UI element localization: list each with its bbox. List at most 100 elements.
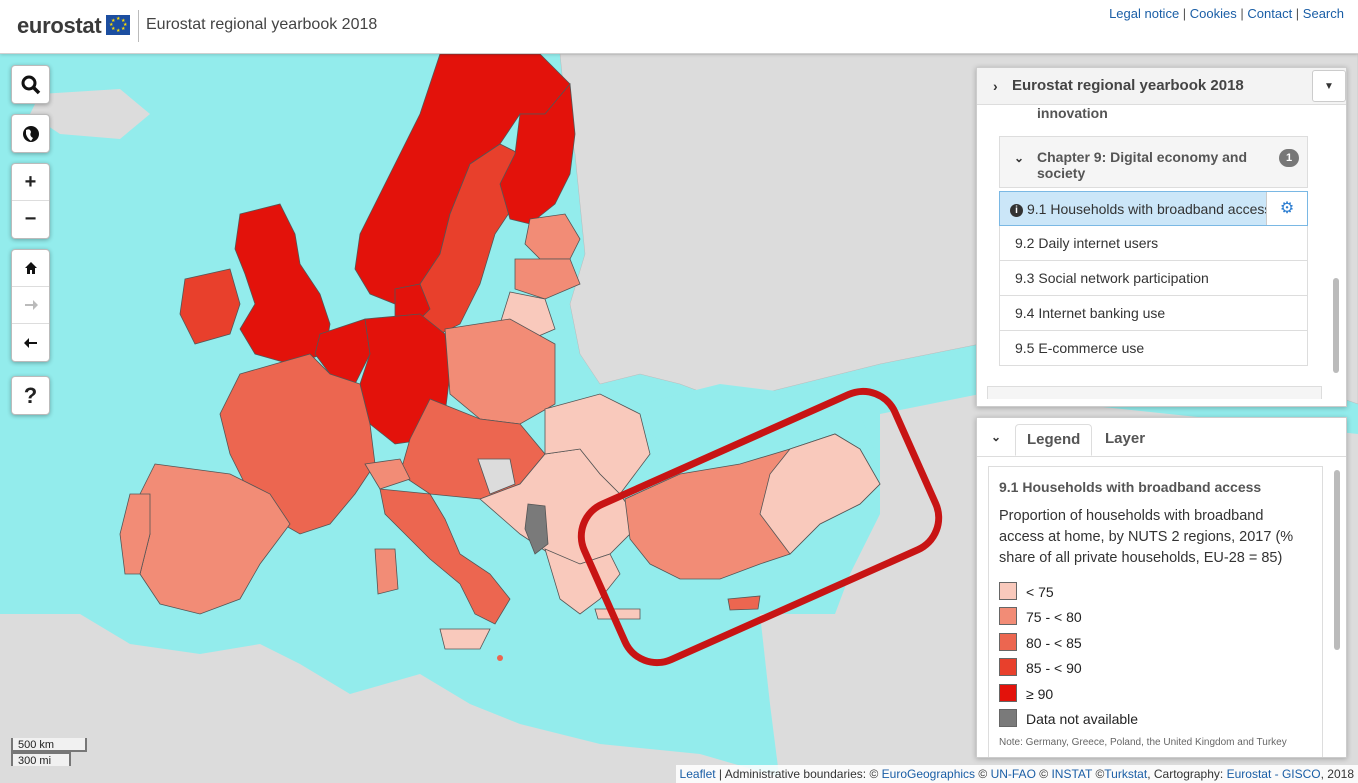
legend-swatch — [999, 658, 1017, 676]
chevron-down-icon: ⌄ — [1014, 151, 1025, 165]
legend-label: 75 - < 80 — [1026, 609, 1082, 625]
legend-swatch — [999, 607, 1017, 625]
chapter-title: Chapter 9: Digital economy and society — [1037, 149, 1248, 181]
greece-region — [544, 548, 621, 615]
tab-legend[interactable]: Legend — [1015, 424, 1093, 456]
legend-note: Note: Germany, Greece, Poland, the Unite… — [999, 737, 1287, 748]
help-control[interactable]: ? — [11, 376, 50, 415]
turkey-east-region — [759, 433, 881, 555]
zoom-control[interactable]: + − — [11, 163, 50, 239]
finland-region — [499, 83, 576, 225]
baltic-latvia — [514, 258, 581, 300]
legend-class-3: 80 - < 85 — [999, 633, 1082, 651]
indicator-item-9-1[interactable]: i 9.1 Households with broadband access ⚙ — [999, 191, 1308, 226]
panel-header[interactable]: › Eurostat regional yearbook 2018 ▼ — [977, 68, 1346, 105]
home-icon[interactable] — [12, 250, 49, 287]
panel-scrollbar[interactable] — [1333, 278, 1339, 373]
legend-label: 80 - < 85 — [1026, 635, 1082, 651]
indicator-item-9-3[interactable]: 9.3 Social network participation — [999, 261, 1308, 296]
ireland-region — [179, 268, 241, 345]
middle-east-land — [760, 614, 900, 783]
legend-class-5: ≥ 90 — [999, 684, 1053, 702]
info-icon[interactable]: i — [1010, 204, 1023, 217]
indicator-item-9-2[interactable]: 9.2 Daily internet users — [999, 226, 1308, 261]
contact-link[interactable]: Contact — [1247, 6, 1293, 21]
caret-down-icon: ▼ — [1324, 80, 1334, 92]
app-title: Eurostat regional yearbook 2018 — [146, 16, 378, 33]
help-button[interactable]: ? — [23, 382, 38, 408]
portugal-region — [119, 493, 151, 575]
chapter-badge: 1 — [1279, 149, 1299, 167]
instat-link[interactable]: INSTAT — [1051, 767, 1093, 781]
iceland-land — [30, 89, 150, 139]
next-chapter-box — [987, 386, 1322, 399]
sicily-region — [439, 628, 491, 650]
legend-label: < 75 — [1026, 584, 1054, 600]
panel-title: Eurostat regional yearbook 2018 — [1012, 77, 1244, 94]
indicator-list: i 9.1 Households with broadband access ⚙ … — [999, 191, 1308, 366]
legend-tabs: ⌄ Legend Layer — [977, 418, 1346, 457]
legend-scrollbar[interactable] — [1334, 470, 1340, 650]
header-divider — [138, 10, 139, 42]
copy-3: © — [1095, 767, 1105, 781]
dropdown-button[interactable]: ▼ — [1312, 70, 1346, 102]
leaflet-link[interactable]: Leaflet — [679, 767, 716, 781]
scale-mi: 300 mi — [11, 752, 71, 767]
canary-island — [497, 655, 503, 661]
chevron-right-icon: › — [993, 78, 998, 94]
globe-control[interactable] — [11, 114, 50, 153]
gisco-link[interactable]: Eurostat - GISCO — [1226, 767, 1321, 781]
cookies-link[interactable]: Cookies — [1189, 6, 1237, 21]
legend-swatch — [999, 633, 1017, 651]
indicator-item-9-5[interactable]: 9.5 E-commerce use — [999, 331, 1308, 366]
highlight-ring — [577, 387, 943, 667]
search-icon[interactable] — [12, 66, 49, 103]
legend-class-2: 75 - < 80 — [999, 607, 1082, 625]
legend-panel: ⌄ Legend Layer 9.1 Households with broad… — [976, 417, 1347, 758]
sardinia-region — [374, 548, 399, 595]
legend-class-4: 85 - < 90 — [999, 658, 1082, 676]
legend-label: 85 - < 90 — [1026, 660, 1082, 676]
indicator-item-9-4[interactable]: 9.4 Internet banking use — [999, 296, 1308, 331]
legend-swatch — [999, 709, 1017, 727]
history-control[interactable] — [11, 249, 50, 362]
arrow-right-icon[interactable] — [12, 287, 49, 324]
header-bar: eurostat ★ ★ ★ ★ ★ ★ ★ ★ Eurostat regional ye… — [0, 0, 1358, 54]
globe-icon[interactable] — [12, 115, 49, 152]
legend-content: 9.1 Households with broadband access Pro… — [988, 466, 1323, 757]
chapter-9-header[interactable]: ⌄ Chapter 9: Digital economy and society… — [999, 136, 1308, 188]
map-attribution: Leaflet | Administrative boundaries: © E… — [675, 765, 1358, 783]
eurostat-logo[interactable]: eurostat — [17, 13, 102, 38]
legend-description: Proportion of households with broadband … — [999, 508, 1294, 566]
chapter-panel: › Eurostat regional yearbook 2018 ▼ inno… — [976, 67, 1347, 407]
cartography-text: , Cartography: — [1147, 767, 1224, 781]
legend-label: ≥ 90 — [1026, 686, 1054, 702]
legal-notice-link[interactable]: Legal notice — [1109, 6, 1180, 21]
turkstat-link[interactable]: Turkstat — [1104, 767, 1148, 781]
unfao-link[interactable]: UN-FAO — [990, 767, 1036, 781]
zoom-out-button[interactable]: − — [24, 208, 37, 230]
cyprus-region — [727, 595, 761, 611]
north-africa-land — [0, 614, 800, 783]
switzerland-region — [364, 458, 411, 490]
search-control[interactable] — [11, 65, 50, 104]
zoom-in-button[interactable]: + — [12, 164, 49, 201]
poland-region — [444, 318, 556, 425]
gear-icon[interactable]: ⚙ — [1266, 192, 1307, 225]
indicator-label: 9.1 Households with broadband access — [1027, 201, 1272, 217]
search-link[interactable]: Search — [1302, 6, 1344, 21]
legend-swatch — [999, 684, 1017, 702]
chevron-down-icon[interactable]: ⌄ — [991, 430, 1002, 444]
tab-layer[interactable]: Layer — [1105, 430, 1146, 447]
legend-swatch — [999, 582, 1017, 600]
crete-region — [594, 608, 641, 620]
legend-class-na: Data not available — [999, 709, 1138, 727]
previous-chapter-cut: innovation — [1037, 105, 1108, 121]
arrow-left-icon[interactable] — [12, 324, 49, 361]
header-links: Legal notice | Cookies | Contact | Searc… — [1109, 6, 1344, 21]
bosnia-region — [477, 458, 516, 495]
eurogeographics-link[interactable]: EuroGeographics — [881, 767, 976, 781]
legend-title: 9.1 Households with broadband access — [999, 479, 1262, 495]
attribution-year: , 2018 — [1320, 767, 1354, 781]
copy-2: © — [1039, 767, 1049, 781]
